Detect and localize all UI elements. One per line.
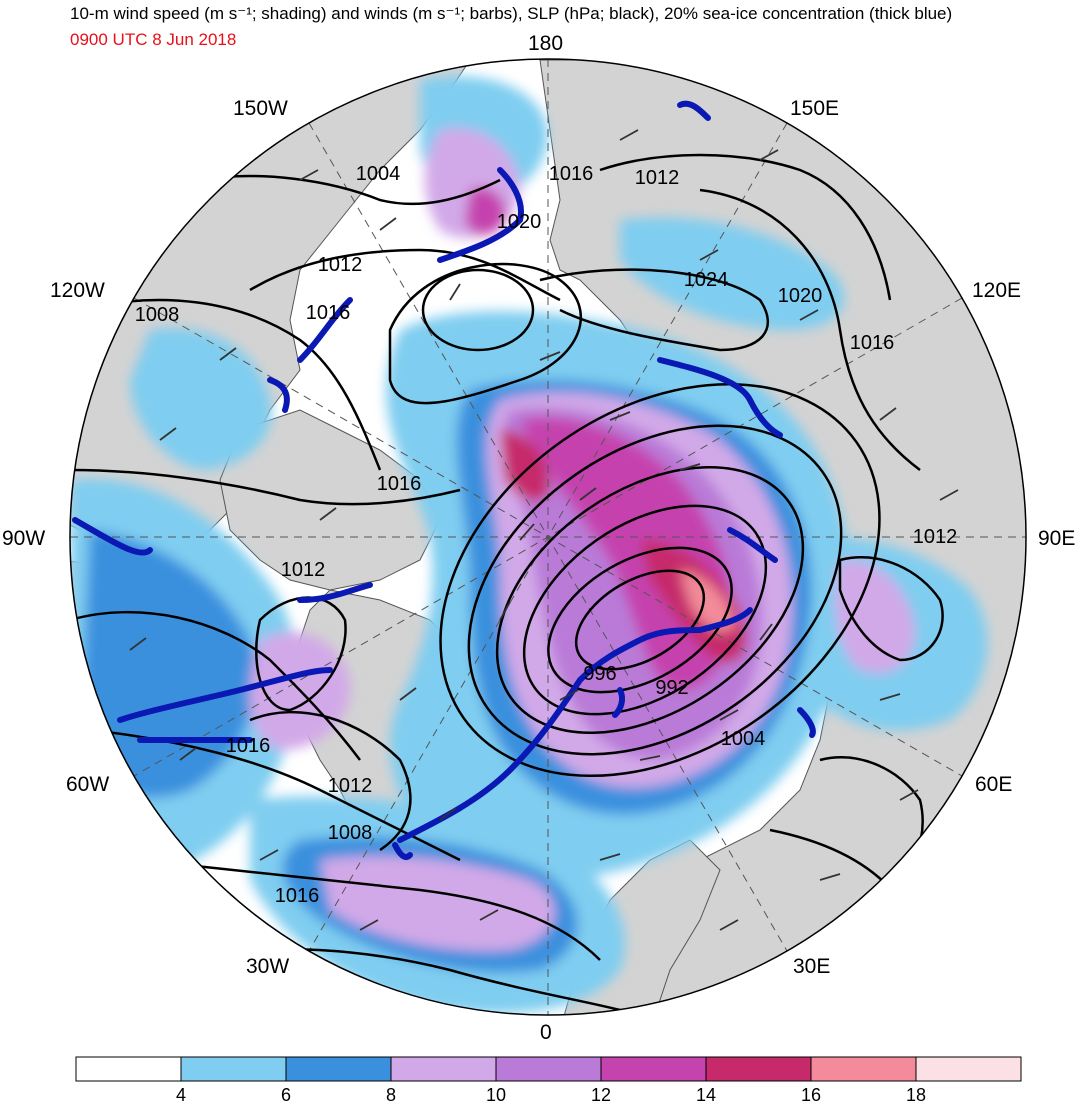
lon-label-60w: 60W [66,773,110,796]
colorbar-tick: 6 [281,1085,291,1105]
colorbar-swatch [390,1056,497,1082]
slp-label: 1016 [549,163,594,185]
wind-shading [70,76,988,1014]
slp-label: 1008 [135,304,180,326]
slp-label: 1016 [226,735,271,757]
slp-contours [70,153,944,1012]
lon-label-120e: 120E [972,279,1022,302]
colorbar-swatch [915,1056,1022,1082]
lon-label-90w: 90W [2,527,46,550]
colorbar-tick: 10 [486,1085,506,1105]
slp-label: 992 [655,677,688,699]
slp-labels: 1004 1016 1012 1020 1024 1020 1016 1012 … [135,163,958,907]
colorbar-tick: 18 [906,1085,926,1105]
colorbar: 4 6 8 10 12 14 16 18 [75,1056,1022,1105]
colorbar-tick: 12 [591,1085,611,1105]
colorbar-swatch [75,1056,182,1082]
colorbar-swatch [180,1056,287,1082]
slp-label: 996 [583,663,616,685]
slp-label: 1004 [721,728,766,750]
lon-label-30e: 30E [793,955,831,978]
slp-label: 1012 [318,254,363,276]
slp-label: 1012 [328,775,373,797]
colorbar-swatch [810,1056,917,1082]
slp-label: 1020 [497,211,542,233]
lon-label-0: 0 [540,1021,552,1044]
colorbar-tick: 8 [386,1085,396,1105]
map-outline [69,58,1027,1016]
valid-time: 0900 UTC 8 Jun 2018 [70,30,237,49]
slp-label: 1016 [275,885,320,907]
colorbar-swatch [285,1056,392,1082]
lon-label-180: 180 [528,32,564,55]
colorbar-swatch [705,1056,812,1082]
slp-label: 1012 [913,526,958,548]
sea-ice-edge [72,100,816,860]
slp-label: 1012 [635,167,680,189]
lon-label-60e: 60E [975,773,1013,796]
lon-label-150w: 150W [233,97,288,120]
lon-label-150e: 150E [790,97,840,120]
lon-label-30w: 30W [246,955,290,978]
slp-label: 1024 [684,269,729,291]
slp-label: 1016 [377,473,422,495]
wind-barbs [129,129,959,931]
slp-label: 1004 [356,163,401,185]
slp-label: 1020 [778,285,823,307]
map-title: 10-m wind speed (m s⁻¹; shading) and win… [70,4,953,23]
slp-label: 1008 [328,822,373,844]
slp-label: 1016 [306,302,351,324]
colorbar-tick: 4 [176,1085,186,1105]
colorbar-swatch [600,1056,707,1082]
colorbar-swatch [495,1056,602,1082]
slp-label: 1016 [850,332,895,354]
lon-label-120w: 120W [50,279,105,302]
lon-label-90e: 90E [1038,527,1076,550]
colorbar-tick: 14 [696,1085,716,1105]
slp-label: 1012 [281,559,326,581]
colorbar-tick: 16 [801,1085,821,1105]
